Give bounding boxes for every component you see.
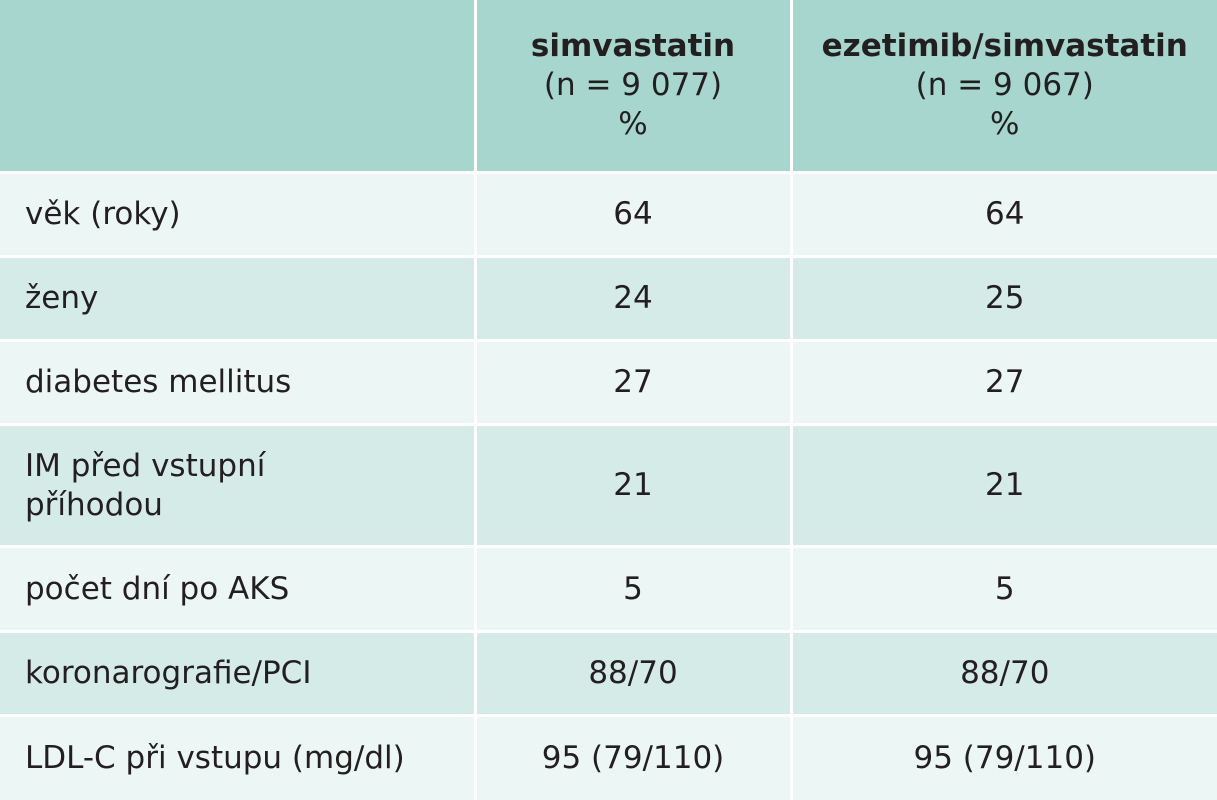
ezetimib-simvastatin-value: 5 [791, 546, 1217, 633]
row-label: věk (roky) [0, 172, 477, 258]
ezetimib-simvastatin-value: 64 [791, 172, 1217, 258]
header-ezetimib-simvastatin-unit: % [990, 105, 1020, 142]
header-simvastatin-n: (n = 9 077) [543, 66, 723, 103]
header-simvastatin-unit: % [618, 105, 648, 142]
row-label: ženy [0, 256, 477, 343]
simvastatin-value: 24 [475, 256, 793, 343]
header-simvastatin-name: simvastatin [530, 27, 736, 64]
table-row-ldl-c: LDL-C při vstupu (mg/dl) 95 (79/110) 95 … [0, 715, 1217, 800]
row-label: počet dní po AKS [0, 546, 477, 633]
table-row-prior-mi: IM před vstupní příhodou 21 21 [0, 424, 1217, 549]
simvastatin-value: 88/70 [475, 631, 793, 718]
ezetimib-simvastatin-value: 88/70 [791, 631, 1217, 718]
header-ezetimib-simvastatin: ezetimib/simvastatin (n = 9 067) % [791, 0, 1217, 174]
row-label: IM před vstupní příhodou [0, 424, 477, 549]
table-body: věk (roky) 64 64 ženy 24 25 diabetes mel… [0, 172, 1217, 800]
ezetimib-simvastatin-value: 95 (79/110) [913, 740, 1097, 777]
header-ezetimib-simvastatin-n: (n = 9 067) [915, 66, 1094, 103]
table-header: simvastatin (n = 9 077) % ezetimib/simva… [0, 0, 1217, 174]
header-row: simvastatin (n = 9 077) % ezetimib/simva… [0, 0, 1217, 174]
table-row-days-after-acs: počet dní po AKS 5 5 [0, 546, 1217, 633]
table-row-women: ženy 24 25 [0, 256, 1217, 343]
row-label: LDL-C při vstupu (mg/dl) [0, 715, 477, 800]
header-ezetimib-simvastatin-name: ezetimib/simvastatin [821, 27, 1188, 64]
ezetimib-simvastatin-value: 27 [791, 340, 1217, 427]
simvastatin-value: 64 [475, 172, 793, 258]
ezetimib-simvastatin-value: 25 [791, 256, 1217, 343]
simvastatin-value: 95 (79/110) [475, 715, 793, 800]
row-label: koronarografie/PCI [0, 631, 477, 718]
table-row-coronarography: koronarografie/PCI 88/70 88/70 [0, 631, 1217, 718]
simvastatin-value: 27 [475, 340, 793, 427]
header-simvastatin: simvastatin (n = 9 077) % [475, 0, 793, 174]
simvastatin-value: 21 [475, 424, 793, 549]
ezetimib-simvastatin-value: 21 [791, 424, 1217, 549]
table-row-diabetes: diabetes mellitus 27 27 [0, 340, 1217, 427]
row-label-line-2: příhodou [25, 486, 163, 523]
header-empty-cell [0, 0, 477, 174]
row-label: diabetes mellitus [0, 340, 477, 427]
simvastatin-value: 5 [475, 546, 793, 633]
row-label-line-1: IM před vstupní [25, 447, 266, 484]
table-row-age: věk (roky) 64 64 [0, 172, 1217, 258]
